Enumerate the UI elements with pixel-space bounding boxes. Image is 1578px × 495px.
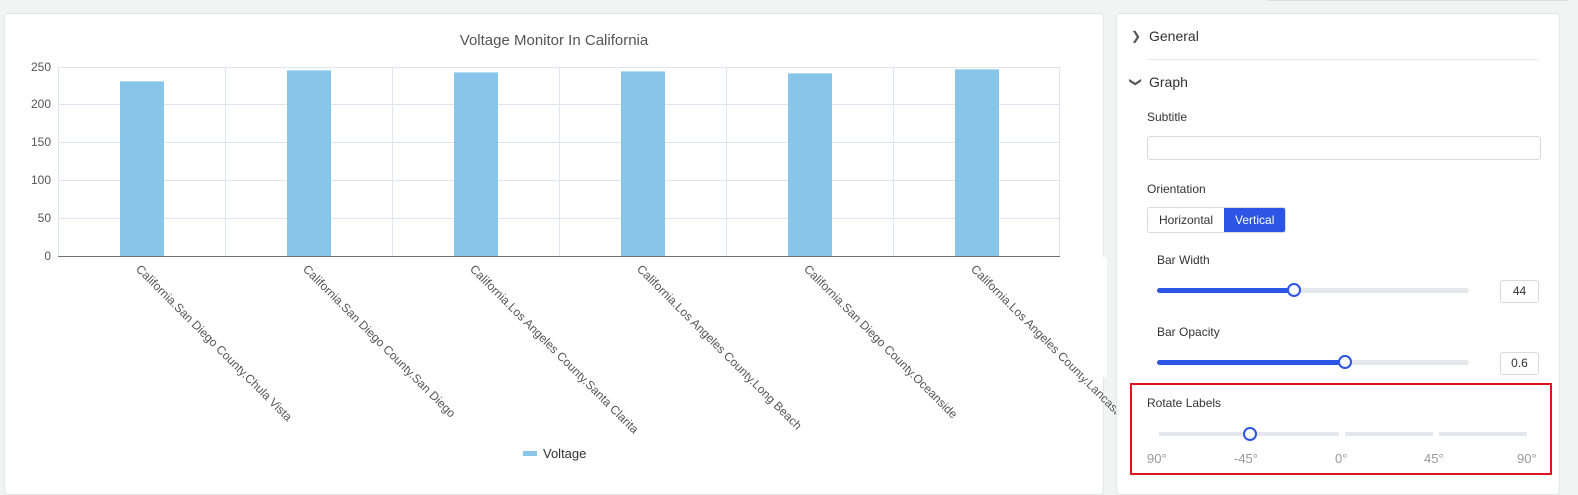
chevron-right-icon: ❯ <box>1131 29 1142 43</box>
legend-item[interactable]: Voltage <box>523 446 586 461</box>
section-general-label: General <box>1149 28 1199 44</box>
rotate-tick: -45° <box>1234 451 1258 466</box>
bar[interactable] <box>287 70 331 256</box>
bar-width-slider[interactable] <box>1157 283 1469 297</box>
y-tick: 50 <box>37 211 51 225</box>
settings-panel: ❯ General ❯ Graph Subtitle Orientation H… <box>1116 13 1560 495</box>
bar-width-label: Bar Width <box>1157 253 1210 267</box>
rotate-slider-thumb[interactable] <box>1243 427 1257 441</box>
x-axis <box>58 256 1060 257</box>
rotate-tick: 90° <box>1147 451 1167 466</box>
chart-title: Voltage Monitor In California <box>459 32 649 49</box>
orientation-vertical-button[interactable]: Vertical <box>1224 208 1286 232</box>
section-graph-label: Graph <box>1149 74 1188 90</box>
grid-line <box>1059 67 1060 256</box>
plot-area <box>58 67 1060 256</box>
bar-width-input[interactable]: 44 <box>1500 280 1539 303</box>
section-general[interactable]: ❯ General <box>1131 28 1199 44</box>
bar-opacity-label: Bar Opacity <box>1157 325 1220 339</box>
grid-line <box>893 67 894 256</box>
grid-line <box>726 67 727 256</box>
grid-line <box>392 67 393 256</box>
bar[interactable] <box>120 81 164 256</box>
divider <box>1147 59 1539 60</box>
y-tick: 150 <box>30 135 51 149</box>
grid-line <box>58 67 59 256</box>
subtitle-label: Subtitle <box>1147 110 1188 124</box>
bar[interactable] <box>621 71 665 256</box>
bar[interactable] <box>454 72 498 256</box>
slider-fill <box>1157 360 1345 365</box>
bar-opacity-input[interactable]: 0.6 <box>1500 352 1539 375</box>
x-axis-label: California.San Diego County.San Diego <box>300 262 459 421</box>
x-axis-label: California.San Diego County.Oceanside <box>801 262 961 422</box>
x-axis-label: California.Los Angeles County.Long Beach <box>634 262 805 433</box>
chart-card: Voltage Monitor In California 250 200 15… <box>4 13 1131 495</box>
label-clip <box>1083 257 1107 377</box>
grid-line <box>225 67 226 256</box>
rotate-tick: 0° <box>1335 451 1348 466</box>
y-tick: 250 <box>30 60 51 74</box>
legend-label: Voltage <box>543 446 587 461</box>
orientation-toggle: Horizontal Vertical <box>1147 207 1287 233</box>
chevron-down-icon: ❯ <box>1129 77 1143 88</box>
subtitle-input[interactable] <box>1147 136 1541 160</box>
top-strip <box>1268 0 1568 1</box>
section-graph[interactable]: ❯ Graph <box>1129 74 1188 90</box>
bar-opacity-slider[interactable] <box>1157 355 1469 369</box>
rotate-tick: 45° <box>1424 451 1444 466</box>
rotate-slider-track[interactable] <box>1439 432 1527 436</box>
y-tick: 200 <box>30 97 51 111</box>
legend-swatch-icon <box>523 451 537 456</box>
rotate-labels-highlight <box>1130 383 1552 475</box>
rotate-labels-label: Rotate Labels <box>1147 396 1222 410</box>
rotate-slider-track[interactable] <box>1345 432 1433 436</box>
y-tick: 0 <box>44 249 51 263</box>
x-axis-label: California.Los Angeles County.Santa Clar… <box>467 262 642 437</box>
x-axis-label: California.San Diego County.Chula Vista <box>133 262 296 424</box>
rotate-tick: 90° <box>1517 451 1537 466</box>
slider-thumb[interactable] <box>1338 355 1352 369</box>
y-tick: 100 <box>30 173 51 187</box>
bar[interactable] <box>788 73 832 256</box>
grid-line <box>559 67 560 256</box>
bar[interactable] <box>955 69 999 256</box>
orientation-label: Orientation <box>1147 182 1206 196</box>
orientation-horizontal-button[interactable]: Horizontal <box>1148 208 1225 232</box>
slider-thumb[interactable] <box>1287 283 1301 297</box>
slider-fill <box>1157 288 1294 293</box>
